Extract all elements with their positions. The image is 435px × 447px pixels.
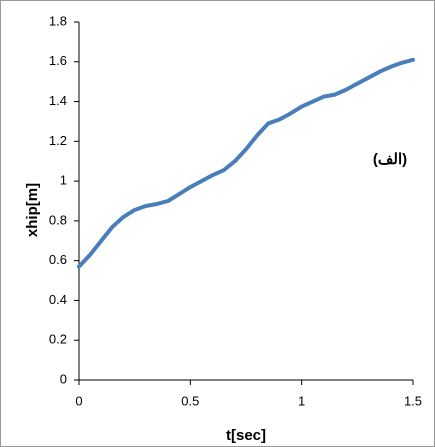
y-tick-label: 1.6 [49, 53, 67, 68]
y-tick-label: 0.2 [49, 332, 67, 347]
y-tick-label: 0.6 [49, 252, 67, 267]
x-axis-label: t[sec] [226, 427, 266, 444]
y-axis-label: xhip[m] [24, 183, 41, 237]
x-tick-label: 0 [75, 393, 82, 408]
x-tick-label: 1 [298, 393, 305, 408]
y-tick-label: 1 [60, 173, 67, 188]
y-tick-label: 1.4 [49, 93, 67, 108]
y-tick-label: 1.2 [49, 133, 67, 148]
y-tick-label: 0 [60, 371, 67, 386]
y-tick-label: 0.8 [49, 212, 67, 227]
annotation: (الف) [373, 151, 407, 168]
x-tick-label: 0.5 [181, 393, 199, 408]
y-tick-label: 1.8 [49, 13, 67, 28]
y-tick-label: 0.4 [49, 292, 67, 307]
data-line [77, 57, 415, 269]
x-tick-label: 1.5 [404, 393, 422, 408]
